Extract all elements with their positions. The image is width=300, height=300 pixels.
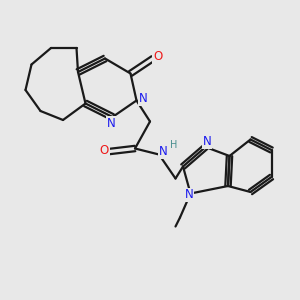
Text: N: N: [139, 92, 148, 105]
Text: N: N: [202, 135, 211, 148]
Text: N: N: [184, 188, 194, 202]
Text: N: N: [106, 116, 116, 130]
Text: O: O: [153, 50, 162, 64]
Text: H: H: [170, 140, 178, 150]
Text: N: N: [158, 145, 167, 158]
Text: O: O: [100, 144, 109, 158]
